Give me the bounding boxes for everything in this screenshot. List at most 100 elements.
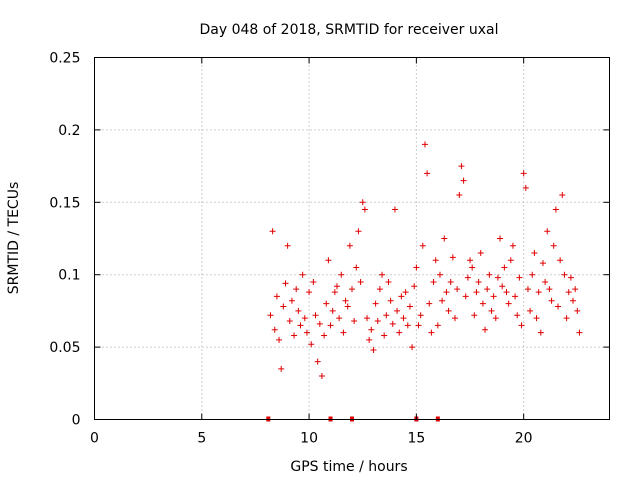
data-point — [436, 271, 443, 278]
y-tick-label: 0.1 — [58, 268, 80, 284]
data-point — [477, 249, 484, 256]
data-point — [572, 286, 579, 293]
data-point — [366, 336, 373, 343]
data-point — [381, 332, 388, 339]
data-point — [357, 278, 364, 285]
data-point — [499, 283, 506, 290]
data-point — [434, 322, 441, 329]
x-axis-label: GPS time / hours — [290, 459, 407, 475]
data-point — [402, 289, 409, 296]
data-point — [376, 286, 383, 293]
x-tick-label: 15 — [407, 431, 425, 447]
data-point — [563, 315, 570, 322]
data-point — [518, 322, 525, 329]
data-point — [555, 303, 561, 310]
data-point — [473, 289, 480, 296]
data-point — [548, 297, 555, 304]
data-point — [370, 346, 377, 353]
data-point — [574, 307, 581, 314]
data-point — [306, 289, 313, 296]
x-tick-label: 5 — [197, 431, 206, 447]
data-point — [385, 278, 392, 285]
data-point — [522, 184, 529, 191]
x-tick-label: 20 — [515, 431, 533, 447]
data-point — [338, 271, 345, 278]
data-point — [467, 257, 474, 264]
data-point — [355, 228, 362, 235]
data-point — [533, 315, 540, 322]
data-point — [308, 341, 315, 348]
data-point — [464, 274, 471, 281]
data-point — [316, 320, 323, 327]
data-point — [456, 192, 463, 199]
data-point — [529, 271, 536, 278]
y-tick-label: 0.05 — [49, 340, 80, 356]
data-point — [421, 141, 428, 148]
x-tick-labels: 0 5 10 15 20 — [90, 431, 533, 447]
data-point — [428, 329, 435, 336]
data-point — [293, 286, 300, 293]
data-point — [297, 322, 304, 329]
data-point — [449, 254, 456, 261]
data-point — [299, 271, 306, 278]
data-point — [312, 312, 319, 319]
y-tick-label: 0 — [72, 413, 81, 429]
data-point — [570, 297, 577, 304]
data-point — [314, 358, 321, 365]
data-point — [424, 170, 431, 177]
data-point — [516, 274, 523, 281]
data-point — [447, 278, 454, 285]
data-point — [546, 286, 553, 293]
data-point — [492, 315, 499, 322]
data-point — [561, 271, 568, 278]
data-point — [413, 264, 420, 271]
data-point — [276, 336, 283, 343]
data-point — [269, 228, 276, 235]
data-point — [323, 300, 330, 307]
data-point — [321, 332, 328, 339]
data-point — [389, 320, 396, 327]
data-point — [479, 300, 486, 307]
y-tick-label: 0.25 — [49, 51, 80, 67]
data-point — [327, 322, 334, 329]
data-point — [527, 307, 534, 314]
data-points — [267, 141, 583, 380]
data-point — [430, 278, 437, 285]
data-point — [471, 312, 478, 319]
data-point — [462, 293, 469, 300]
data-point — [331, 289, 338, 296]
data-point — [295, 307, 302, 314]
data-point — [454, 286, 461, 293]
data-point — [520, 170, 527, 177]
data-point — [460, 177, 467, 184]
data-point — [387, 297, 394, 304]
data-point — [310, 278, 317, 285]
data-point — [486, 271, 493, 278]
x-tick-label: 10 — [300, 431, 318, 447]
data-point — [439, 297, 446, 304]
data-point — [391, 206, 398, 213]
axis-ticks — [94, 57, 610, 420]
x-tick-label: 0 — [90, 431, 99, 447]
data-point — [576, 329, 583, 336]
data-point — [329, 307, 336, 314]
data-point — [340, 329, 347, 336]
data-point — [559, 192, 566, 199]
data-point — [282, 280, 289, 287]
data-point — [411, 283, 418, 290]
data-point — [280, 303, 287, 310]
data-point — [550, 242, 557, 249]
data-point — [557, 257, 564, 264]
data-point — [542, 278, 549, 285]
data-point — [475, 278, 482, 285]
data-point — [361, 206, 368, 213]
data-point — [497, 235, 504, 242]
data-point — [509, 242, 516, 249]
data-point — [458, 163, 465, 170]
plot-frame — [94, 57, 610, 420]
data-point — [346, 242, 353, 249]
data-point — [273, 293, 280, 300]
data-point — [372, 300, 379, 307]
data-point — [452, 315, 458, 322]
chart-title: Day 048 of 2018, SRMTID for receiver uxa… — [199, 22, 498, 38]
